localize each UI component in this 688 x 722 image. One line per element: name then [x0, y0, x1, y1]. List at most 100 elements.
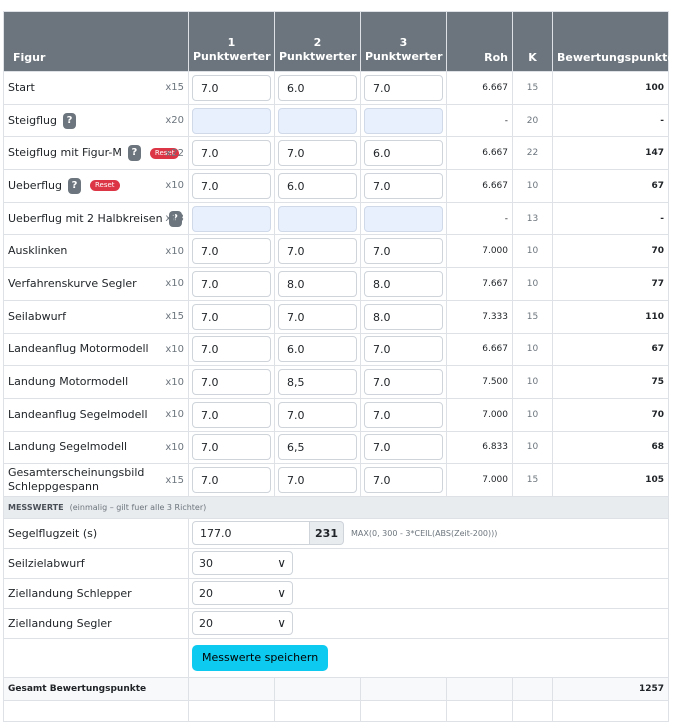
- judge-2-score-input[interactable]: 7.0: [278, 467, 357, 494]
- judge-3-score-input[interactable]: 7.0: [364, 238, 443, 265]
- help-icon[interactable]: ?: [67, 177, 81, 194]
- judge-3-score-input[interactable]: 7.0: [364, 172, 443, 199]
- multiplier: x10: [165, 441, 184, 453]
- chevron-down-icon: ∨: [277, 556, 286, 571]
- figure-name-cell: Gesamterscheinungsbild Schleppgespann x15: [3, 463, 189, 497]
- multiplier: x15: [165, 474, 184, 486]
- judge-3-score-input[interactable]: [364, 107, 443, 134]
- chevron-down-icon: ∨: [277, 616, 286, 631]
- k-factor: 10: [512, 365, 553, 399]
- figure-name: Ueberflug: [8, 178, 62, 192]
- judge-1-score-input[interactable]: 7.0: [192, 369, 271, 396]
- help-icon[interactable]: ?: [62, 112, 76, 129]
- judge-2-score-input[interactable]: 6,5: [278, 434, 357, 461]
- messwerte-section-header: MESSWERTE (einmalig – gilt fuer alle 3 Ri…: [3, 495, 669, 519]
- ziellandung-segler-select[interactable]: 20 ∨: [192, 611, 293, 636]
- judge-2-score-input[interactable]: 8.0: [278, 270, 357, 297]
- reset-button[interactable]: Reset: [149, 147, 180, 159]
- bewertungspunkte-value: -: [552, 201, 669, 236]
- judge-3-score-input[interactable]: 7.0: [364, 369, 443, 396]
- figure-name-cell: Ausklinken x10: [3, 234, 189, 269]
- judge-2-score-input[interactable]: 8,5: [278, 369, 357, 396]
- figure-row: Start x15 7.0 6.0 7.0 6.667 15 100: [3, 71, 669, 105]
- judge-2-score-input[interactable]: 7.0: [278, 140, 357, 167]
- judge-2-score-input[interactable]: 6.0: [278, 74, 357, 101]
- header-judge-2: 2 Punktwerter: [274, 11, 361, 72]
- judge-3-score-input[interactable]: 7.0: [364, 434, 443, 461]
- header-figur: Figur: [3, 11, 189, 72]
- roh-value: 6.667: [446, 332, 513, 367]
- judge-3-score-input[interactable]: 8.0: [364, 303, 443, 330]
- figure-name-cell: Verfahrenskurve Segler x10: [3, 267, 189, 301]
- judge-1-score-input[interactable]: 7.0: [192, 336, 271, 363]
- k-factor: 10: [512, 332, 553, 367]
- judge-2-score-input[interactable]: 7.0: [278, 238, 357, 265]
- k-factor: 10: [512, 267, 553, 301]
- k-factor: 20: [512, 103, 553, 138]
- ziellandung-schlepper-row: Ziellandung Schlepper 20 ∨: [3, 577, 669, 609]
- figure-name: Gesamterscheinungsbild Schleppgespann: [8, 466, 145, 494]
- figure-row: Steigflug mit Figur-M? Reset x22 7.0 7.0 6.0 6…: [3, 136, 669, 171]
- judge-1-score-input[interactable]: 7.0: [192, 140, 271, 167]
- judge-3-score-input[interactable]: 7.0: [364, 336, 443, 363]
- bewertungspunkte-value: 67: [552, 332, 669, 367]
- segelflugzeit-result: 231: [310, 521, 344, 546]
- bewertungspunkte-value: 110: [552, 299, 669, 334]
- judge-2-score-input[interactable]: 6.0: [278, 336, 357, 363]
- judge-1-score-input[interactable]: 7.0: [192, 401, 271, 428]
- judge-3-score-input[interactable]: 6.0: [364, 140, 443, 167]
- figure-name: Ausklinken: [8, 244, 68, 258]
- judge-3-score-input[interactable]: 7.0: [364, 467, 443, 494]
- figure-name-cell: Steigflug? x20: [3, 103, 189, 138]
- multiplier: x10: [165, 278, 184, 290]
- judge-1-score-input[interactable]: 7.0: [192, 172, 271, 199]
- judge-3-score-input[interactable]: 7.0: [364, 401, 443, 428]
- messwerte-note: (einmalig – gilt fuer alle 3 Richter): [69, 502, 207, 512]
- total-row: Gesamt Bewertungspunkte 1257: [3, 676, 669, 701]
- judge-1-score-input[interactable]: 7.0: [192, 270, 271, 297]
- judge-2-score-input[interactable]: 7.0: [278, 303, 357, 330]
- reset-button[interactable]: Reset: [89, 180, 120, 192]
- header-judge-1: 1 Punktwerter: [188, 11, 275, 72]
- multiplier: x15: [165, 82, 184, 94]
- judge-1-score-input[interactable]: 7.0: [192, 74, 271, 101]
- ziellandung-schlepper-select[interactable]: 20 ∨: [192, 581, 293, 606]
- judge-2-score-input[interactable]: 6.0: [278, 172, 357, 199]
- figure-row: Ueberflug mit 2 Halbkreisen? x13 -13-: [3, 201, 669, 236]
- judge-2-score-input[interactable]: [278, 107, 357, 134]
- judge-1-score-input[interactable]: 7.0: [192, 434, 271, 461]
- table-header-row: Figur 1 Punktwerter 2 Punktwerter 3 Punktwe…: [3, 11, 675, 72]
- bewertungspunkte-value: 77: [552, 267, 669, 301]
- k-factor: 10: [512, 430, 553, 465]
- segelflugzeit-input[interactable]: 177.0: [192, 521, 310, 546]
- figure-row: Landung Motormodell x10 7.0 8,5 7.0 7.500 10 75: [3, 365, 669, 399]
- judge-2-score-input[interactable]: 7.0: [278, 401, 357, 428]
- save-messwerte-button[interactable]: Messwerte speichern: [192, 644, 329, 671]
- figure-name: Steigflug mit Figur-M: [8, 146, 122, 160]
- judge-3-score-input[interactable]: [364, 205, 443, 232]
- total-label: Gesamt Bewertungspunkte: [3, 676, 189, 701]
- figure-name-cell: Landung Motormodell x10: [3, 365, 189, 399]
- figure-name-cell: Steigflug mit Figur-M? Reset x22: [3, 136, 189, 171]
- judge-1-score-input[interactable]: [192, 205, 271, 232]
- multiplier: x10: [165, 409, 184, 421]
- roh-value: 7.667: [446, 267, 513, 301]
- figure-name-cell: Start x15: [3, 71, 189, 105]
- k-factor: 22: [512, 136, 553, 171]
- bewertungspunkte-value: 147: [552, 136, 669, 171]
- roh-value: 7.000: [446, 463, 513, 497]
- k-factor: 15: [512, 71, 553, 105]
- figure-name: Seilabwurf: [8, 309, 66, 323]
- judge-2-score-input[interactable]: [278, 205, 357, 232]
- judge-1-score-input[interactable]: 7.0: [192, 238, 271, 265]
- judge-3-score-input[interactable]: 7.0: [364, 74, 443, 101]
- judge-3-score-input[interactable]: 8.0: [364, 270, 443, 297]
- judge-1-score-input[interactable]: 7.0: [192, 303, 271, 330]
- judge-1-score-input[interactable]: [192, 107, 271, 134]
- k-factor: 13: [512, 201, 553, 236]
- help-icon[interactable]: ?: [127, 145, 141, 162]
- figure-row: Ueberflug? Reset x10 7.0 6.0 7.0 6.667 10 67: [3, 169, 669, 203]
- help-icon[interactable]: ?: [168, 210, 182, 227]
- judge-1-score-input[interactable]: 7.0: [192, 467, 271, 494]
- seilzielabwurf-select[interactable]: 30 ∨: [192, 551, 293, 576]
